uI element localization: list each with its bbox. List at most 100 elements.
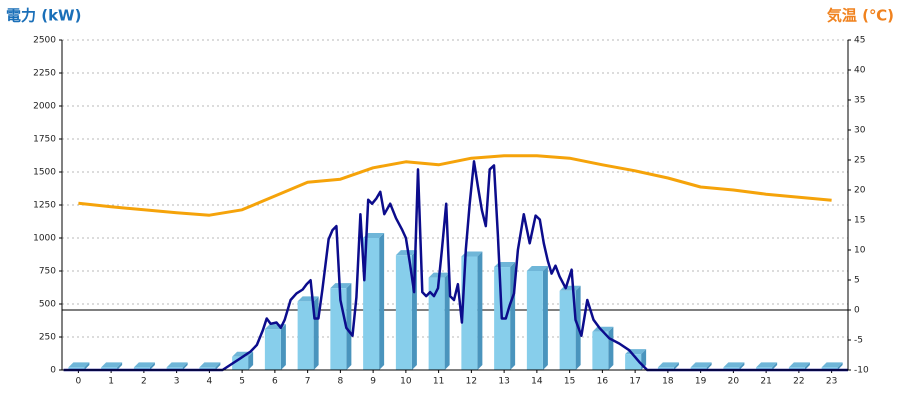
y-tick-label: 1750	[33, 135, 56, 145]
bar-top	[363, 233, 385, 238]
x-tick-label: 19	[695, 377, 707, 387]
x-tick-label: 23	[826, 377, 837, 387]
bar	[461, 256, 478, 370]
bar-side	[673, 362, 679, 370]
bar-side	[608, 326, 614, 370]
y2-tick-label: -5	[854, 336, 863, 346]
bar-top	[657, 362, 679, 368]
bar-side	[182, 362, 188, 370]
bar	[166, 367, 183, 370]
bar	[363, 238, 380, 370]
y-tick-label: 2000	[33, 102, 56, 112]
y2-axis-title: 気温 (℃)	[827, 7, 894, 25]
bar-side	[379, 233, 385, 370]
bar-side	[739, 362, 745, 370]
y2-tick-label: 20	[854, 186, 866, 196]
y-tick-label: 1250	[33, 201, 56, 211]
bar	[788, 367, 805, 370]
x-tick-label: 14	[531, 377, 543, 387]
bar	[395, 255, 412, 370]
y-tick-label: 2250	[33, 69, 56, 79]
y-axis-title: 電力 (kW)	[6, 7, 81, 25]
x-tick-label: 16	[597, 377, 609, 387]
x-tick-label: 15	[564, 377, 575, 387]
bar	[68, 367, 85, 370]
bar	[428, 277, 445, 370]
bar	[199, 367, 216, 370]
bar-top	[68, 362, 90, 368]
bar	[297, 301, 314, 370]
bar-side	[84, 362, 90, 370]
x-tick-label: 13	[498, 377, 509, 387]
bar-top	[395, 250, 417, 256]
bar	[756, 367, 773, 370]
bar-top	[101, 362, 123, 368]
bar-top	[788, 362, 810, 368]
y2-tick-label: 25	[854, 156, 865, 166]
bar-side	[837, 362, 843, 370]
y2-tick-label: 10	[854, 246, 866, 256]
bar-top	[133, 362, 155, 368]
bar	[657, 367, 674, 370]
bar-side	[444, 272, 450, 370]
bar	[101, 367, 118, 370]
x-tick-label: 11	[433, 377, 444, 387]
bar-side	[542, 266, 548, 370]
bar-top	[821, 362, 843, 368]
y-tick-label: 1500	[33, 168, 56, 178]
y-tick-label: 2500	[33, 36, 56, 46]
bar-side	[706, 362, 712, 370]
x-tick-label: 12	[466, 377, 477, 387]
x-tick-label: 8	[338, 377, 344, 387]
x-tick-label: 18	[662, 377, 674, 387]
x-tick-label: 17	[629, 377, 640, 387]
bar-top	[723, 362, 745, 368]
y-tick-label: 250	[39, 333, 56, 343]
x-tick-label: 4	[207, 377, 213, 387]
x-tick-label: 22	[793, 377, 804, 387]
x-tick-label: 21	[760, 377, 771, 387]
y-tick-label: 750	[39, 267, 56, 277]
bar-side	[248, 351, 254, 370]
bar-side	[149, 362, 155, 370]
bar-side	[804, 362, 810, 370]
bar-top	[526, 266, 548, 271]
bar	[264, 329, 281, 370]
bar	[821, 367, 838, 370]
x-tick-label: 2	[141, 377, 147, 387]
power-line	[63, 160, 848, 372]
bar	[526, 271, 543, 370]
y2-tick-label: 5	[854, 276, 860, 286]
temperature-line	[78, 154, 832, 217]
x-tick-label: 0	[76, 377, 82, 387]
bar-top	[690, 362, 712, 368]
bar-top	[166, 362, 188, 368]
bar-top	[592, 326, 614, 332]
x-tick-label: 7	[305, 377, 311, 387]
x-tick-label: 1	[108, 377, 114, 387]
y-tick-label: 0	[50, 366, 56, 376]
bar-side	[772, 362, 778, 370]
bar-side	[215, 362, 221, 370]
y2-tick-label: -10	[854, 366, 869, 376]
bar-side	[280, 324, 286, 370]
x-tick-label: 6	[272, 377, 278, 387]
y2-tick-label: 35	[854, 96, 865, 106]
bar	[559, 290, 576, 370]
y2-tick-label: 45	[854, 36, 865, 46]
x-tick-label: 20	[728, 377, 740, 387]
x-tick-label: 3	[174, 377, 180, 387]
y2-tick-label: 30	[854, 126, 866, 136]
y2-tick-label: 0	[854, 306, 860, 316]
bar-side	[477, 251, 483, 370]
y-tick-label: 1000	[33, 234, 56, 244]
bar	[330, 288, 347, 370]
bar-top	[756, 362, 778, 368]
x-tick-label: 10	[400, 377, 412, 387]
bar-side	[117, 362, 123, 370]
bar	[133, 367, 150, 370]
y-tick-label: 500	[39, 300, 56, 310]
bar-top	[199, 362, 221, 368]
bar	[690, 367, 707, 370]
